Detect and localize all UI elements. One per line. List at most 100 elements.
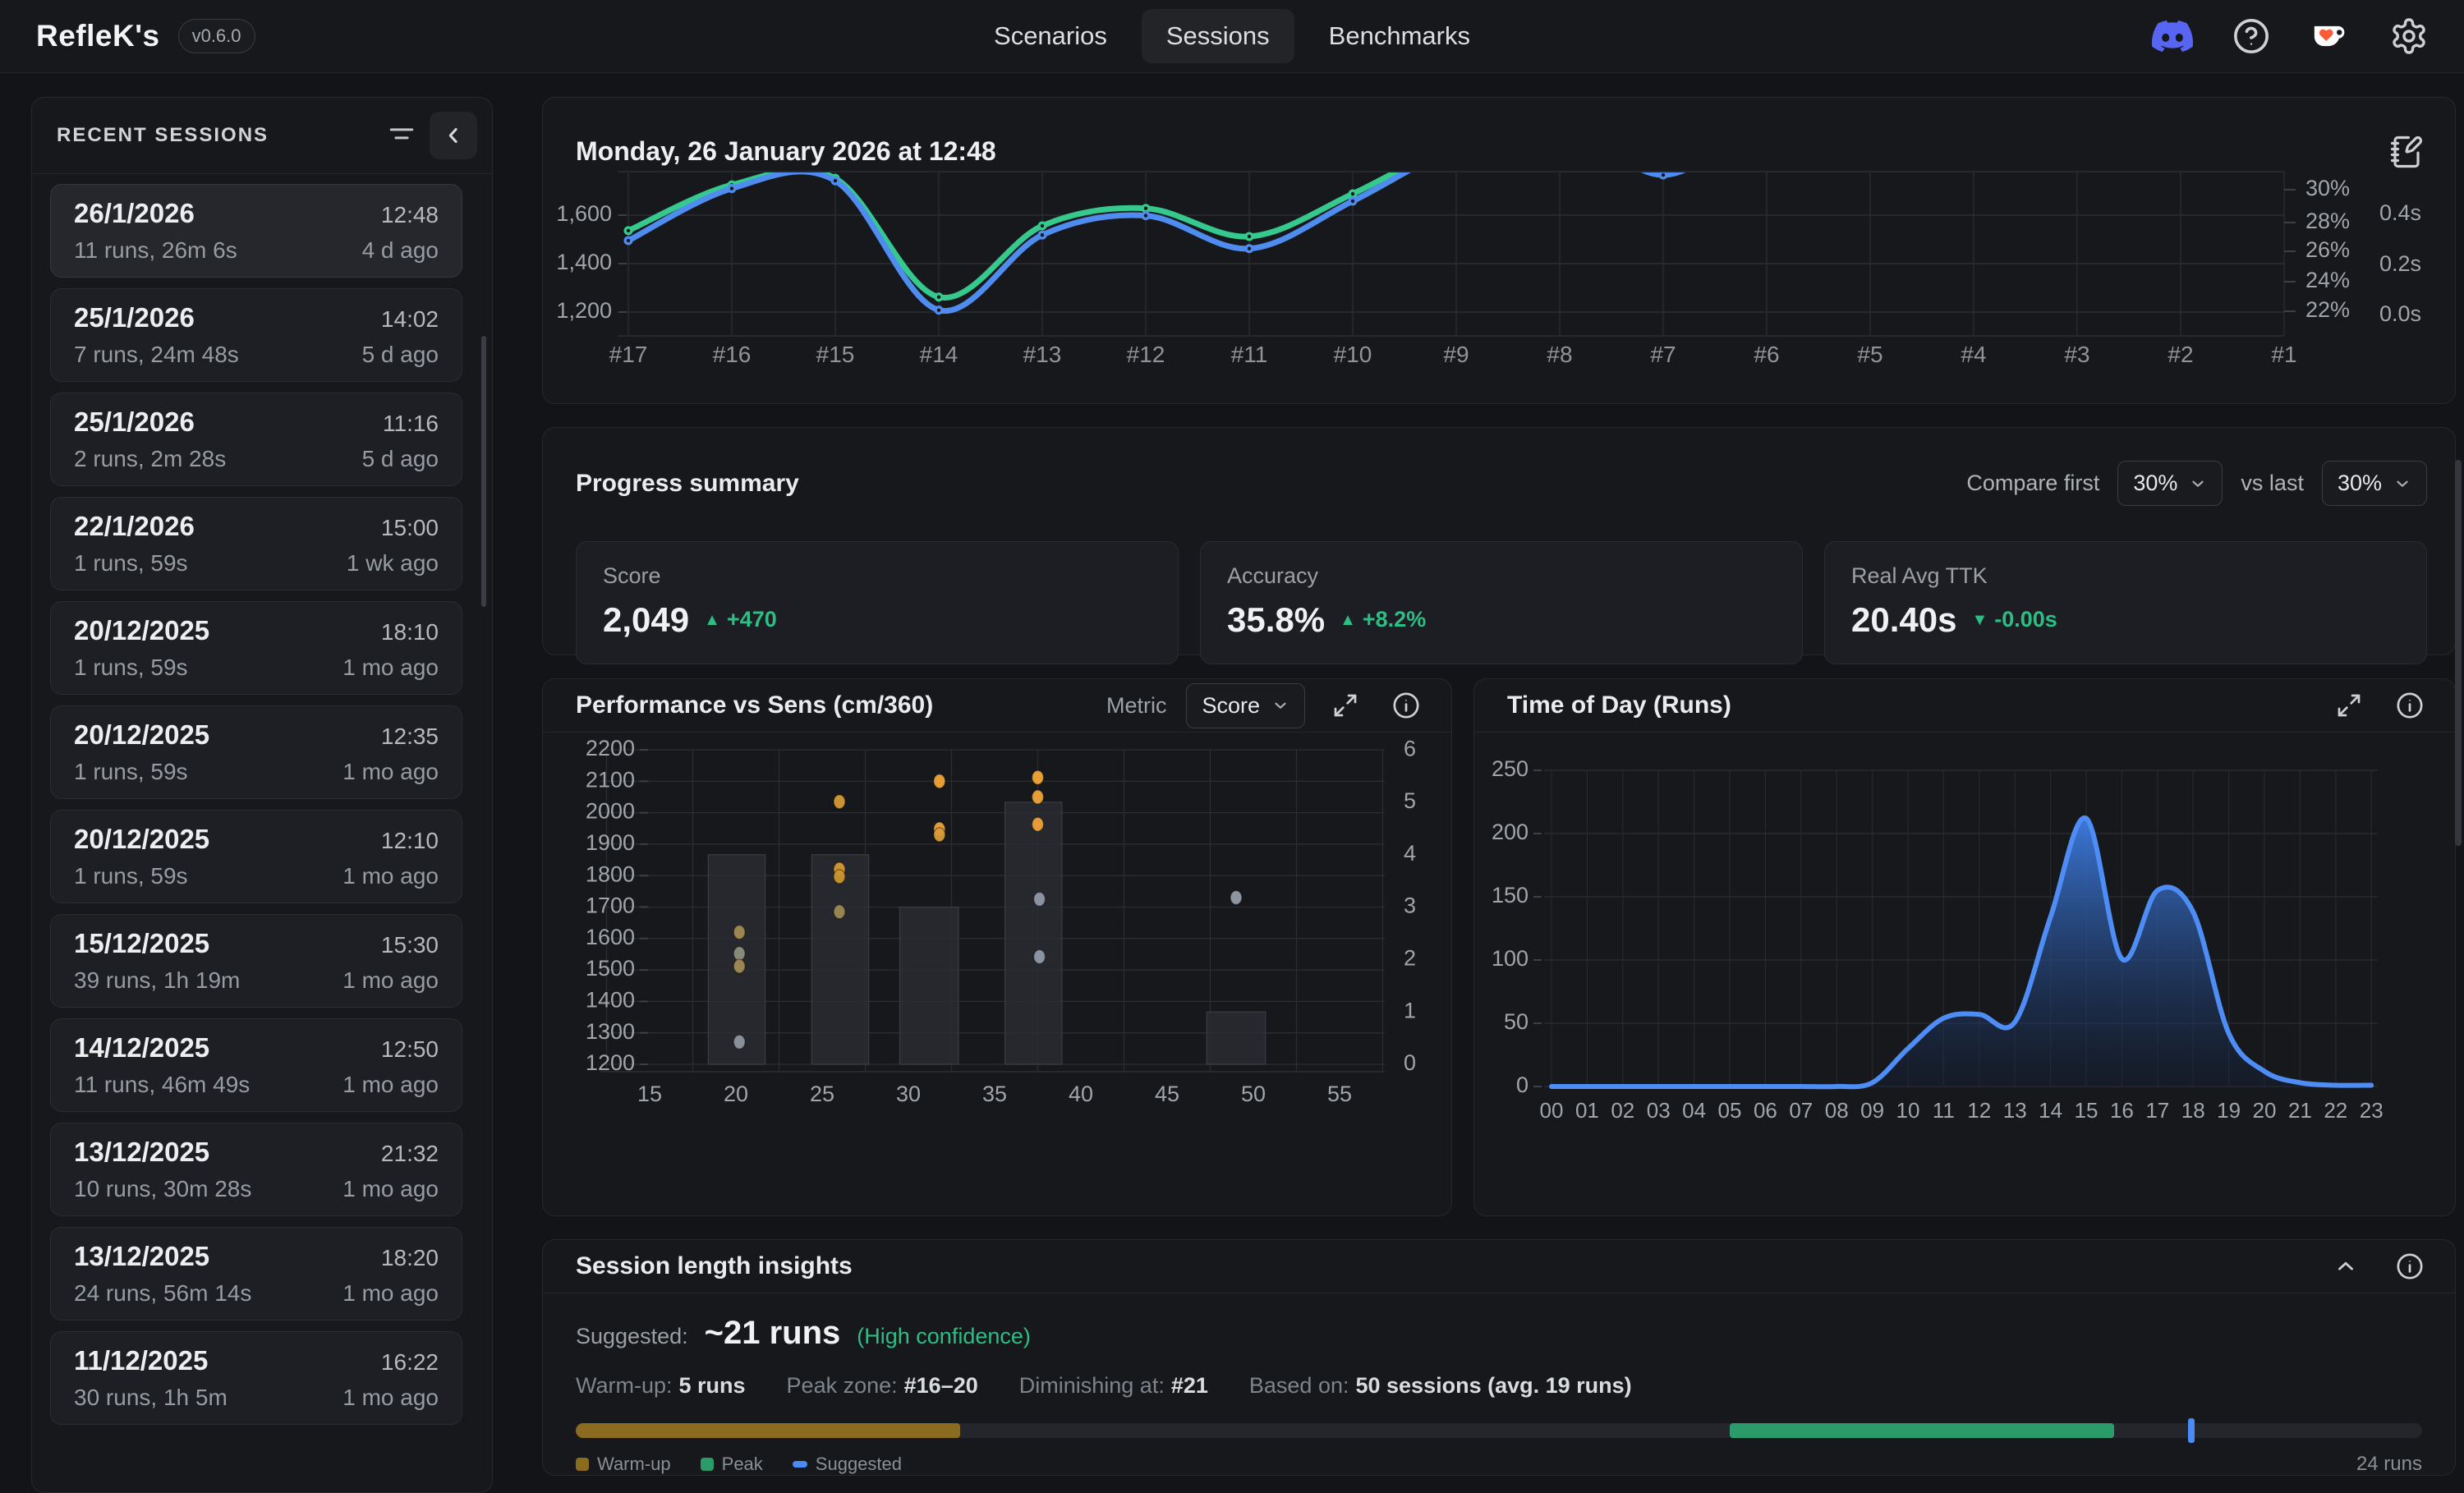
session-length-insights-card: Session length insights Suggested: ~21 r…: [542, 1239, 2456, 1476]
nav-tab-scenarios[interactable]: Scenarios: [969, 9, 1132, 63]
session-date: 22/1/2026: [74, 511, 195, 542]
session-runs: 7 runs, 24m 48s: [74, 342, 239, 368]
svg-text:40: 40: [1069, 1082, 1093, 1106]
svg-text:1: 1: [1404, 998, 1416, 1022]
insight-meta-item: Peak zone:#16–20: [787, 1373, 978, 1399]
expand-icon[interactable]: [2328, 685, 2370, 726]
session-time: 18:20: [381, 1245, 439, 1271]
svg-text:#13: #13: [1023, 342, 1062, 367]
session-date: 13/12/2025: [74, 1241, 209, 1272]
svg-text:09: 09: [1860, 1098, 1884, 1119]
svg-text:00: 00: [1540, 1098, 1564, 1119]
session-date: 26/1/2026: [74, 198, 195, 229]
nav-tab-sessions[interactable]: Sessions: [1142, 9, 1294, 63]
session-relative-time: 1 mo ago: [342, 655, 439, 681]
info-icon[interactable]: [2389, 685, 2430, 726]
nav-tab-benchmarks[interactable]: Benchmarks: [1304, 9, 1495, 63]
svg-text:1300: 1300: [586, 1019, 635, 1044]
expand-icon[interactable]: [1325, 685, 1366, 726]
session-item-row: 15/12/202515:30: [74, 928, 439, 959]
svg-text:2: 2: [1404, 946, 1416, 971]
svg-text:26%: 26%: [2305, 237, 2350, 262]
session-list-item[interactable]: 25/1/202611:162 runs, 2m 28s5 d ago: [50, 393, 462, 486]
chevron-down-icon: [2393, 475, 2411, 493]
session-list-item[interactable]: 20/12/202518:101 runs, 59s1 mo ago: [50, 601, 462, 695]
stat-value-row: 20.40s▼-0.00s: [1851, 600, 2400, 640]
svg-text:5: 5: [1404, 788, 1416, 813]
svg-text:#11: #11: [1231, 342, 1268, 367]
svg-text:25: 25: [810, 1082, 834, 1106]
top-nav: RefleK's v0.6.0 ScenariosSessionsBenchma…: [0, 0, 2464, 73]
svg-text:1400: 1400: [586, 988, 635, 1013]
stat-delta: ▼-0.00s: [1971, 607, 2057, 632]
session-runs: 39 runs, 1h 19m: [74, 967, 240, 994]
session-length-bar: [576, 1423, 2422, 1438]
legend-swatch: [576, 1458, 589, 1471]
info-icon[interactable]: [2389, 1246, 2430, 1287]
session-item-row: 22/1/202615:00: [74, 511, 439, 542]
svg-text:02: 02: [1611, 1098, 1634, 1119]
compare-first-select[interactable]: 30%: [2117, 461, 2223, 506]
progress-stats-row: Score2,049▲+470Accuracy35.8%▲+8.2%Real A…: [576, 541, 2427, 664]
session-item-row: 24 runs, 56m 14s1 mo ago: [74, 1280, 439, 1307]
kofi-icon[interactable]: [2310, 16, 2351, 57]
session-time: 12:10: [381, 828, 439, 854]
session-list-item[interactable]: 11/12/202516:22 30 runs, 1h 5m1 mo ago: [50, 1331, 462, 1425]
filter-icon[interactable]: [380, 114, 423, 157]
session-time: 12:35: [381, 724, 439, 750]
info-icon[interactable]: [1386, 685, 1427, 726]
svg-text:#6: #6: [1754, 342, 1779, 367]
metric-select[interactable]: Score: [1186, 683, 1305, 728]
svg-text:#14: #14: [920, 342, 958, 367]
suggested-marker: [2188, 1418, 2195, 1443]
svg-text:2000: 2000: [586, 799, 635, 824]
sidebar-scrollbar[interactable]: [481, 336, 486, 607]
session-item-row: 1 runs, 59s1 mo ago: [74, 863, 439, 889]
discord-icon[interactable]: [2152, 16, 2193, 57]
session-list-item[interactable]: 15/12/202515:3039 runs, 1h 19m1 mo ago: [50, 914, 462, 1008]
session-list-item[interactable]: 13/12/202521:3210 runs, 30m 28s1 mo ago: [50, 1123, 462, 1216]
stat-delta-value: -0.00s: [1994, 607, 2057, 632]
help-icon[interactable]: [2231, 16, 2272, 57]
svg-text:#12: #12: [1127, 342, 1165, 367]
session-list-item[interactable]: 20/12/202512:101 runs, 59s1 mo ago: [50, 810, 462, 903]
session-item-row: 1 runs, 59s1 mo ago: [74, 759, 439, 785]
session-list-item[interactable]: 22/1/202615:001 runs, 59s1 wk ago: [50, 497, 462, 590]
session-list-item[interactable]: 25/1/202614:027 runs, 24m 48s5 d ago: [50, 288, 462, 382]
svg-text:1800: 1800: [586, 861, 635, 886]
session-item-row: 11/12/202516:22: [74, 1345, 439, 1376]
main-content: Monday, 26 January 2026 at 12:48 1,6001,…: [542, 97, 2456, 1476]
svg-text:30%: 30%: [2305, 176, 2350, 200]
session-item-row: 2 runs, 2m 28s5 d ago: [74, 446, 439, 472]
chevron-down-icon: [2189, 475, 2207, 493]
page-scrollbar[interactable]: [2455, 460, 2462, 846]
progress-summary-title: Progress summary: [576, 470, 799, 498]
settings-icon[interactable]: [2388, 16, 2430, 57]
vs-last-select[interactable]: 30%: [2322, 461, 2427, 506]
session-date: 25/1/2026: [74, 407, 195, 438]
session-date: 14/12/2025: [74, 1032, 209, 1063]
collapse-sidebar-button[interactable]: [430, 112, 477, 159]
session-runs: 2 runs, 2m 28s: [74, 446, 226, 472]
svg-text:23: 23: [2360, 1098, 2384, 1119]
insight-meta-item: Based on:50 sessions (avg. 19 runs): [1249, 1373, 1632, 1399]
svg-text:#5: #5: [1857, 342, 1882, 367]
svg-text:20: 20: [2253, 1098, 2277, 1119]
session-item-row: 1 runs, 59s1 mo ago: [74, 655, 439, 681]
svg-text:28%: 28%: [2305, 209, 2350, 233]
session-item-row: 11 runs, 46m 49s1 mo ago: [74, 1072, 439, 1098]
session-item-row: 30 runs, 1h 5m1 mo ago: [74, 1385, 439, 1411]
svg-text:08: 08: [1825, 1098, 1849, 1119]
collapse-section-icon[interactable]: [2325, 1246, 2366, 1287]
session-item-row: 20/12/202512:35: [74, 719, 439, 751]
session-list-item[interactable]: 20/12/202512:35 1 runs, 59s1 mo ago: [50, 705, 462, 799]
session-list-item[interactable]: 13/12/2025 18:20 24 runs, 56m 14s1 mo ago: [50, 1227, 462, 1321]
svg-text:16: 16: [2110, 1098, 2134, 1119]
stat-label: Accuracy: [1227, 563, 1776, 589]
session-list-item[interactable]: 14/12/202512:5011 runs, 46m 49s1 mo ago: [50, 1018, 462, 1112]
svg-text:#7: #7: [1650, 342, 1676, 367]
session-list-item[interactable]: 26/1/202612:4811 runs, 26m 6s4 d ago: [50, 184, 462, 278]
session-item-row: 7 runs, 24m 48s5 d ago: [74, 342, 439, 368]
svg-text:#10: #10: [1334, 342, 1372, 367]
time-of-day-card: Time of Day (Runs) 250200150100500000102…: [1473, 678, 2456, 1216]
